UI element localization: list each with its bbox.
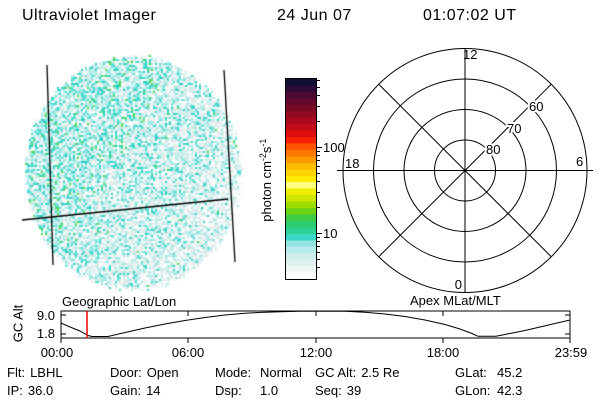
status-mode-label: Mode: (215, 365, 252, 380)
colorbar-tick (317, 155, 320, 156)
colorbar-tick (317, 267, 320, 268)
alt-plot-xtick-2359: 23:59 (554, 345, 588, 360)
status-gain: Gain: 14 (110, 383, 161, 398)
polar-ring-label-70: 70 (507, 121, 521, 136)
status-gcalt-value: 2.5 Re (361, 365, 400, 380)
caption-geographic: Geographic Lat/Lon (62, 294, 177, 309)
colorbar-unit-label: photon cm-2s-1 (257, 138, 275, 222)
colorbar-tick (317, 80, 320, 81)
colorbar-tick (317, 106, 320, 107)
colorbar-tick (317, 151, 320, 152)
status-ip-label: IP: (7, 383, 23, 398)
alt-plot-xtick-0600: 06:00 (171, 345, 205, 360)
status-flt-label: Flt: (7, 365, 26, 380)
status-glon-label: GLon: (455, 383, 491, 398)
status-mode: Mode: Normal (215, 365, 302, 380)
status-door-value: Open (146, 365, 179, 380)
status-seq-value: 39 (346, 383, 362, 398)
alt-plot-ticks (60, 311, 571, 343)
status-gcalt: GC Alt: 2.5 Re (315, 365, 400, 380)
orbit-altitude-curve (60, 310, 571, 337)
colorbar-tick-label-10: 10 (323, 226, 338, 241)
colorbar-tick (317, 160, 320, 161)
alt-plot-ytick-1.8: 1.8 (36, 326, 55, 341)
colorbar-tick (317, 87, 320, 88)
status-door: Door: Open (110, 365, 179, 380)
status-ip: IP: 36.0 (7, 383, 53, 398)
colorbar-tick (317, 192, 320, 193)
colorbar-tick (317, 207, 320, 208)
status-mode-value: Normal (260, 365, 302, 380)
colorbar (285, 78, 317, 280)
status-glon: GLon: 42.3 (455, 383, 522, 398)
alt-plot-xtick-1800: 18:00 (426, 345, 460, 360)
caption-apex: Apex MLat/MLT (410, 293, 501, 308)
alt-plot-ylabel: GC Alt (10, 304, 26, 343)
status-glat-label: GLat: (455, 365, 487, 380)
status-glon-value: 42.3 (497, 383, 523, 398)
polar-label-12: 12 (463, 47, 477, 62)
colorbar-tick (317, 237, 320, 238)
polar-label-6: 6 (576, 154, 583, 169)
uv-image-canvas (19, 49, 245, 295)
alt-plot (60, 310, 571, 343)
status-flt: Flt: LBHL (7, 365, 63, 380)
alt-plot-xtick-1200: 12:00 (299, 345, 333, 360)
colorbar-tick (317, 95, 320, 96)
status-seq-label: Seq: (315, 383, 342, 398)
status-gain-value: 14 (146, 383, 161, 398)
colorbar-tick-label-100: 100 (323, 140, 345, 155)
colorbar-tick (317, 252, 320, 253)
polar-label-0: 0 (455, 277, 462, 292)
status-ip-value: 36.0 (27, 383, 54, 398)
colorbar-tick (317, 166, 320, 167)
colorbar-tick (317, 241, 320, 242)
colorbar-tick (317, 181, 320, 182)
status-gain-label: Gain: (110, 383, 142, 398)
status-dsp: Dsp: 1.0 (215, 383, 278, 398)
status-dsp-label: Dsp: (215, 383, 242, 398)
status-glat: GLat: 45.2 (455, 365, 522, 380)
polar-ring-label-60: 60 (529, 99, 543, 114)
status-seq: Seq: 39 (315, 383, 361, 398)
polar-grid: 12 18 6 0 60 70 80 (337, 47, 593, 293)
status-glat-value: 45.2 (497, 365, 523, 380)
status-door-label: Door: (110, 365, 142, 380)
colorbar-tick (317, 147, 322, 148)
polar-ring-label-80: 80 (486, 142, 500, 157)
alt-plot-xtick-0000: 00:00 (40, 345, 74, 360)
colorbar-tick (317, 259, 320, 260)
time-label: 01:07:02 UT (423, 7, 517, 24)
alt-plot-ytick-9: 9.0 (36, 308, 55, 323)
polar-rings (337, 48, 593, 293)
colorbar-tick (317, 173, 320, 174)
polar-label-18: 18 (345, 156, 359, 171)
colorbar-tick (317, 233, 322, 234)
colorbar-tick (317, 121, 320, 122)
date-label: 24 Jun 07 (277, 7, 352, 24)
colorbar-tick (317, 246, 320, 247)
status-gcalt-label: GC Alt: (315, 365, 357, 380)
status-dsp-value: 1.0 (260, 383, 279, 398)
status-flt-value: LBHL (30, 365, 63, 380)
app-title: Ultraviolet Imager (22, 7, 157, 24)
